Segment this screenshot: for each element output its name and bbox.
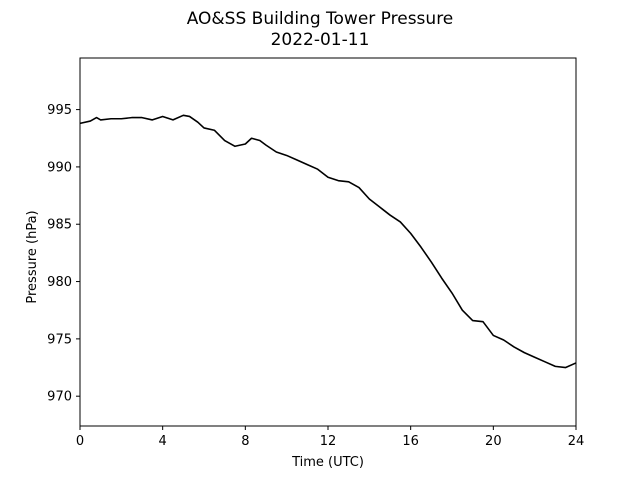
chart-title: AO&SS Building Tower Pressure [187,9,454,29]
y-axis-label: Pressure (hPa) [25,210,40,303]
x-tick-label: 12 [320,434,337,449]
x-tick-label: 4 [159,434,167,449]
plot-frame [79,57,577,427]
x-tick-label: 20 [485,434,502,449]
x-tick-label: 0 [76,434,84,449]
plot-area [79,57,577,427]
x-tick-label: 24 [568,434,585,449]
y-tick-label: 985 [47,218,72,233]
y-tick-label: 990 [47,160,72,175]
chart-subtitle: 2022-01-11 [271,30,370,50]
y-tick-label: 970 [47,390,72,405]
x-axis-ticks: 0 4 8 12 16 20 24 [76,426,584,449]
y-tick-label: 995 [47,103,72,118]
x-tick-label: 16 [402,434,419,449]
pressure-series-line [79,114,577,369]
y-axis-ticks: 970 975 980 985 990 995 [47,103,80,405]
y-tick-label: 975 [47,332,72,347]
y-tick-label: 980 [47,275,72,290]
x-axis-label: Time (UTC) [291,455,364,470]
x-tick-label: 8 [241,434,249,449]
